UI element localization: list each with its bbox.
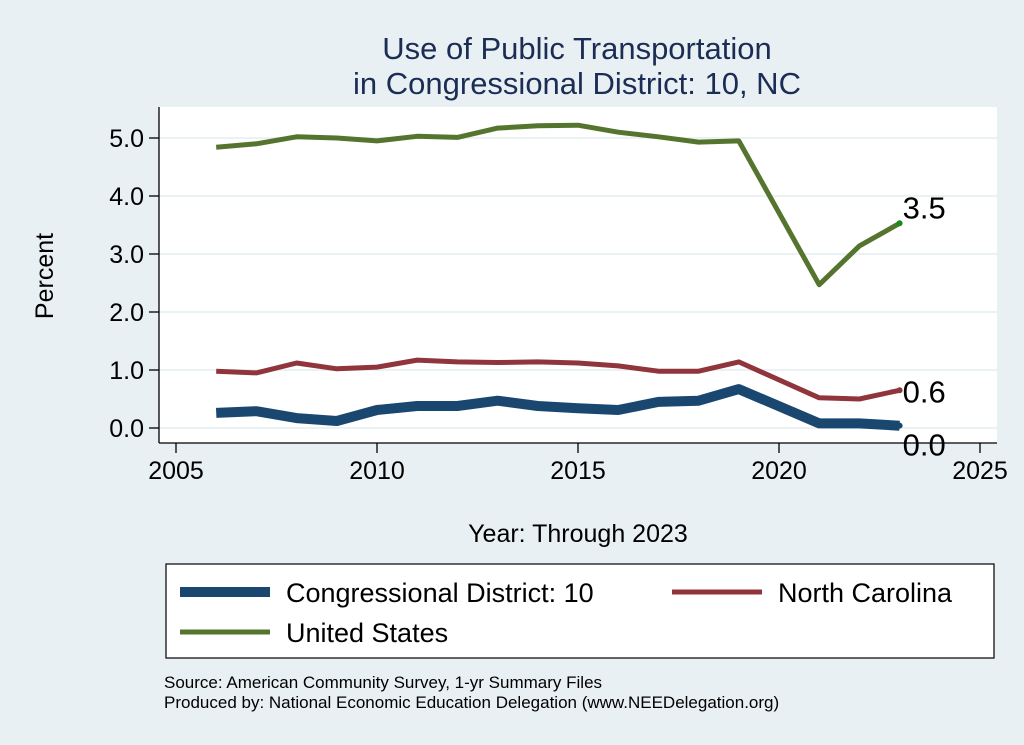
legend-label-united-states: United States: [286, 618, 448, 648]
chart-title-line-1: Use of Public Transportation: [382, 31, 771, 66]
x-tick-label: 2005: [148, 457, 204, 485]
chart-title-line-2: in Congressional District: 10, NC: [353, 66, 801, 101]
y-tick-label: 1.0: [109, 357, 144, 385]
y-tick-label: 2.0: [109, 299, 144, 327]
x-tick-label: 2010: [349, 457, 405, 485]
legend: Congressional District: 10 North Carolin…: [165, 563, 995, 659]
legend-label-cd10: Congressional District: 10: [286, 578, 594, 608]
series-line-cd10: [215, 384, 900, 431]
y-tick-label: 0.0: [109, 415, 144, 443]
series-end-point: [896, 422, 903, 429]
end-label: 0.6: [903, 374, 946, 409]
legend-box: [165, 563, 995, 659]
series-line-united-states: [215, 122, 901, 288]
end-label: 0.0: [903, 428, 946, 463]
y-axis: 0.0 1.0 2.0 3.0 4.0 5.0: [109, 107, 160, 443]
end-labels: 0.0 0.6 3.5: [903, 190, 946, 462]
series-end-point: [896, 220, 903, 227]
series-layer: [215, 122, 903, 431]
source-note: Source: American Community Survey, 1-yr …: [164, 673, 602, 692]
plot-area: [159, 107, 997, 443]
x-axis: 2005 2010 2015 2020 2025: [148, 442, 1008, 485]
y-tick-label: 3.0: [109, 241, 144, 269]
x-tick-label: 2025: [952, 457, 1008, 485]
y-axis-title: Percent: [31, 233, 59, 319]
end-label: 3.5: [903, 190, 946, 225]
x-tick-label: 2015: [550, 457, 606, 485]
y-tick-label: 5.0: [109, 125, 144, 153]
legend-label-north-carolina: North Carolina: [778, 578, 953, 608]
y-tick-label: 4.0: [109, 183, 144, 211]
series-line-north-carolina: [216, 357, 901, 402]
x-tick-label: 2020: [751, 457, 807, 485]
series-end-point: [896, 387, 903, 394]
x-axis-title: Year: Through 2023: [468, 520, 688, 548]
producer-note: Produced by: National Economic Education…: [164, 693, 779, 712]
